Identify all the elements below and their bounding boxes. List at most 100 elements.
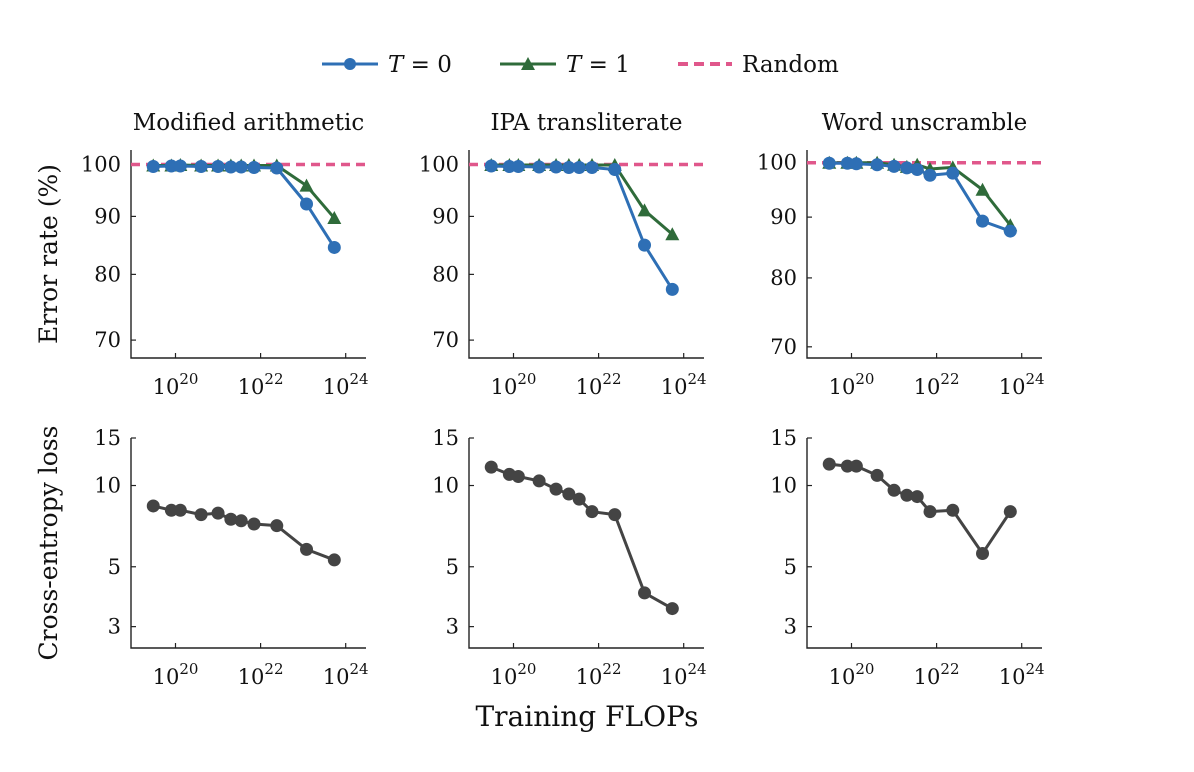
legend-label: Random	[742, 52, 839, 78]
legend-label-rest: = 1	[581, 52, 630, 78]
axis-lines	[806, 150, 1042, 359]
data-point	[870, 468, 884, 482]
y-tick-label: 10	[94, 474, 121, 498]
x-tick-base: 10	[153, 375, 180, 399]
data-point	[822, 156, 836, 170]
x-tick-exponent: 20	[179, 370, 198, 388]
x-tick-exponent: 22	[264, 660, 283, 678]
x-tick-exponent: 24	[1026, 370, 1045, 388]
x-tick-label: 1020	[829, 660, 875, 689]
data-point	[975, 182, 990, 196]
data-point	[299, 178, 314, 192]
y-axis-label: Cross-entropy loss	[34, 426, 63, 661]
x-tick-base: 10	[238, 665, 265, 689]
data-point	[923, 168, 937, 182]
x-axis-label: Training FLOPs	[476, 700, 699, 733]
x-tick-label: 1022	[576, 660, 622, 689]
data-point	[585, 161, 599, 175]
data-point	[511, 470, 525, 484]
data-point	[822, 457, 836, 471]
y-tick-label: 5	[784, 555, 797, 579]
legend-label: T = 1	[566, 52, 630, 78]
x-tick-exponent: 24	[350, 660, 369, 678]
data-point	[549, 160, 563, 174]
x-tick-base: 10	[238, 375, 265, 399]
y-tick-label: 10	[432, 474, 459, 498]
x-tick-exponent: 22	[602, 370, 621, 388]
data-point	[173, 159, 187, 173]
legend-label-var: T	[566, 52, 583, 78]
x-tick-exponent: 22	[264, 370, 283, 388]
x-tick-exponent: 24	[1026, 660, 1045, 678]
data-point	[270, 161, 284, 175]
y-tick-label: 70	[770, 335, 797, 359]
x-tick-label: 1024	[323, 660, 369, 689]
x-tick-base: 10	[661, 375, 688, 399]
data-point	[900, 488, 914, 502]
y-tick-label: 3	[108, 615, 121, 639]
x-tick-base: 10	[661, 665, 688, 689]
y-tick-label: 90	[94, 204, 121, 228]
legend-label-var: T	[388, 52, 405, 78]
data-point	[234, 514, 248, 528]
x-tick-label: 1024	[999, 660, 1045, 689]
x-tick-label: 1024	[999, 370, 1045, 399]
legend-item: Random	[678, 52, 839, 78]
data-point	[270, 519, 284, 533]
y-tick-label: 15	[432, 426, 459, 450]
y-tick-label: 70	[432, 328, 459, 352]
data-point	[887, 159, 901, 173]
data-point	[976, 214, 990, 228]
data-point	[887, 483, 901, 497]
data-point	[211, 506, 225, 520]
y-tick-label: 80	[432, 262, 459, 286]
data-point	[665, 282, 679, 296]
x-tick-base: 10	[914, 665, 941, 689]
x-tick-label: 1022	[914, 660, 960, 689]
data-point	[164, 159, 178, 173]
y-tick-label: 80	[770, 266, 797, 290]
data-point	[849, 157, 863, 171]
x-tick-exponent: 20	[855, 370, 874, 388]
data-point	[638, 238, 652, 252]
series	[146, 499, 341, 567]
data-point	[572, 492, 586, 506]
data-point	[900, 161, 914, 175]
x-tick-base: 10	[999, 665, 1026, 689]
data-point	[484, 460, 498, 474]
x-tick-base: 10	[576, 375, 603, 399]
legend-item: T = 1	[500, 52, 630, 78]
x-tick-base: 10	[829, 665, 856, 689]
x-tick-exponent: 20	[179, 660, 198, 678]
y-tick-label: 100	[757, 151, 797, 175]
x-tick-base: 10	[829, 375, 856, 399]
data-point	[247, 161, 261, 175]
x-tick-label: 1020	[153, 370, 199, 399]
x-tick-label: 1020	[491, 370, 537, 399]
legend-marker	[344, 58, 356, 70]
x-tick-exponent: 20	[517, 660, 536, 678]
data-point	[910, 490, 924, 504]
y-tick-label: 100	[81, 153, 121, 177]
data-point	[638, 586, 652, 600]
axis-lines	[130, 438, 366, 649]
series	[822, 457, 1017, 560]
series	[484, 460, 679, 616]
x-tick-label: 1020	[153, 660, 199, 689]
x-tick-base: 10	[323, 665, 350, 689]
chart-title: Modified arithmetic	[133, 110, 364, 136]
x-tick-label: 1022	[238, 370, 284, 399]
legend-item: T = 0	[322, 52, 452, 78]
x-tick-label: 1022	[576, 370, 622, 399]
x-tick-base: 10	[999, 375, 1026, 399]
data-point	[946, 503, 960, 517]
series-line	[491, 163, 674, 236]
axis-lines	[468, 438, 704, 649]
x-tick-exponent: 24	[350, 370, 369, 388]
